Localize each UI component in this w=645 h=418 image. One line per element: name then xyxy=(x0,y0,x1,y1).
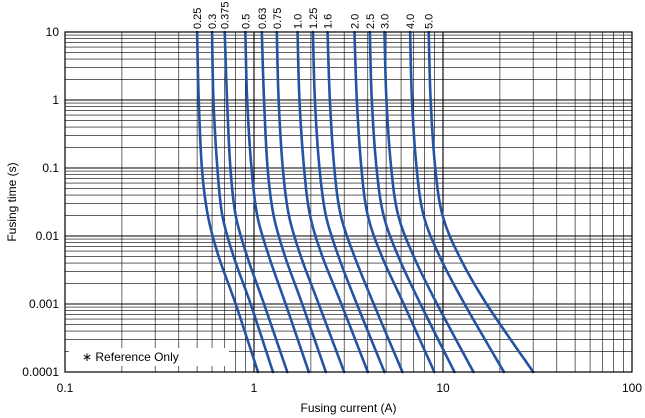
x-tick-label: 100 xyxy=(622,381,642,395)
x-axis-label: Fusing current (A) xyxy=(300,401,396,415)
reference-note: ∗ Reference Only xyxy=(82,350,179,364)
series-line-0-25 xyxy=(195,30,260,374)
x-tick-label: 10 xyxy=(436,381,450,395)
series-labels: 0.25 0.3 0.375 0.5 0.63 0.75 1.0 1.25 1.6 2.0 2.5 3… xyxy=(192,1,436,29)
y-tick-label: 0.001 xyxy=(29,297,59,311)
series-line-0-5 xyxy=(244,30,311,374)
plot-frame xyxy=(64,31,633,373)
y-tick-label: 10 xyxy=(46,25,60,39)
series-label-4-0: 4.0 xyxy=(405,14,417,29)
chart-curves xyxy=(195,30,535,374)
series-label-0-25: 0.25 xyxy=(192,8,204,29)
series-label-3-0: 3.0 xyxy=(379,14,391,29)
series-label-0-63: 0.63 xyxy=(257,8,269,29)
series-label-0-5: 0.5 xyxy=(240,14,252,29)
tick-labels: 0.1 1 10 100 10 1 0.1 0.01 0.001 0.0001 xyxy=(22,25,642,395)
series-line-3-0 xyxy=(383,30,475,374)
series-line-1-25 xyxy=(311,30,386,374)
series-label-5-0: 5.0 xyxy=(424,14,436,29)
y-tick-label: 0.01 xyxy=(36,229,60,243)
y-tick-label: 0.0001 xyxy=(22,365,59,379)
series-line-5-0 xyxy=(427,30,535,374)
series-line-0-75 xyxy=(275,30,346,374)
x-tick-label: 1 xyxy=(251,381,258,395)
y-tick-label: 1 xyxy=(52,93,59,107)
series-line-0-63 xyxy=(260,30,328,374)
series-line-2-5 xyxy=(368,30,456,374)
series-line-0-375 xyxy=(223,30,289,374)
x-tick-label: 0.1 xyxy=(57,381,74,395)
series-label-2-0: 2.0 xyxy=(349,14,361,29)
series-line-0-3 xyxy=(210,30,275,374)
note-background xyxy=(69,348,229,366)
series-label-1-25: 1.25 xyxy=(308,8,320,29)
y-tick-label: 0.1 xyxy=(42,161,59,175)
series-line-4-0 xyxy=(408,30,506,374)
series-label-0-75: 0.75 xyxy=(272,8,284,29)
series-label-1-0: 1.0 xyxy=(293,14,305,29)
series-line-1-0 xyxy=(296,30,370,374)
series-line-1-6 xyxy=(326,30,404,374)
series-label-0-375: 0.375 xyxy=(220,1,232,29)
series-label-0-3: 0.3 xyxy=(207,14,219,29)
series-label-2-5: 2.5 xyxy=(365,14,377,29)
series-label-1-6: 1.6 xyxy=(323,14,335,29)
series-line-2-0 xyxy=(353,30,436,374)
y-axis-label: Fusing time (s) xyxy=(5,162,19,241)
